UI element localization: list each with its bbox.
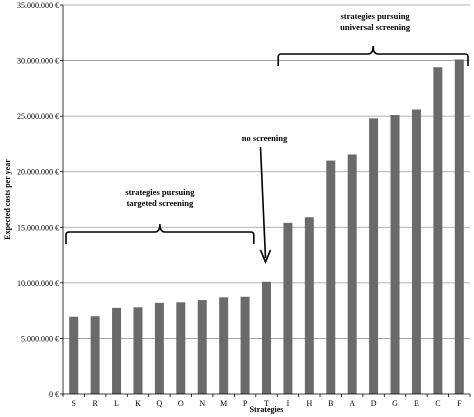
bar-B	[326, 160, 336, 394]
bar-H	[304, 217, 314, 394]
targeted-screening-label: strategies pursuing	[125, 187, 195, 197]
bar-C	[433, 67, 443, 395]
universal-screening-bracket	[277, 45, 469, 66]
y-tick-label: 10.000.000 €	[17, 279, 59, 288]
y-tick-label: 0 €	[49, 390, 59, 399]
x-tick-label: Q	[157, 399, 163, 408]
x-tick-label: G	[392, 399, 398, 408]
bars	[69, 59, 464, 395]
x-tick-label: O	[178, 399, 184, 408]
x-tick-label: P	[243, 399, 248, 408]
no-screening-arrow	[259, 146, 267, 259]
bar-A	[347, 154, 357, 394]
bar-Q	[154, 302, 164, 394]
x-tick-label: R	[92, 399, 98, 408]
bar-K	[133, 307, 143, 394]
x-tick-label: I	[287, 399, 290, 408]
bar-D	[369, 118, 379, 394]
universal-screening-label: strategies pursuing	[341, 11, 411, 21]
y-tick-label: 15.000.000 €	[17, 223, 59, 232]
x-tick-label: S	[71, 399, 75, 408]
bar-S	[69, 316, 79, 394]
bar-P	[240, 296, 250, 394]
bar-R	[90, 316, 100, 394]
y-tick-label: 20.000.000 €	[17, 168, 59, 177]
targeted-screening-label: targeted screening	[127, 198, 194, 208]
x-tick-label: A	[349, 399, 355, 408]
y-tick-label: 30.000.000 €	[17, 57, 59, 66]
x-tick-label: H	[306, 399, 312, 408]
y-tick-label: 5.000.000 €	[21, 334, 59, 343]
y-axis-label: Expected costs per year	[3, 159, 12, 240]
bar-N	[197, 300, 207, 394]
x-tick-label: B	[328, 399, 333, 408]
x-tick-label: D	[371, 399, 377, 408]
x-tick-label: N	[199, 399, 205, 408]
gridlines	[60, 4, 470, 395]
x-tick-label: F	[457, 399, 462, 408]
y-tick-label: 25.000.000 €	[17, 112, 59, 121]
bar-F	[454, 59, 464, 395]
axes	[62, 5, 470, 395]
bar-E	[411, 109, 421, 394]
bar-O	[176, 302, 186, 394]
y-tick-label: 35.000.000 €	[17, 1, 59, 10]
x-tick-label: E	[414, 399, 419, 408]
x-tick-label: T	[264, 399, 269, 408]
bar-I	[283, 222, 293, 394]
y-tick-labels: 0 € 5.000.000 € 10.000.000 € 15.000.000 € 20…	[17, 1, 59, 399]
bar-G	[390, 115, 400, 394]
no-screening-arrowhead	[259, 249, 272, 265]
universal-screening-label: universal screening	[340, 22, 411, 32]
x-tick-label: K	[135, 399, 141, 408]
bar-M	[219, 297, 229, 394]
bar-L	[112, 307, 122, 394]
x-tick-label: L	[114, 399, 119, 408]
x-tick-label: C	[435, 399, 440, 408]
bar-T	[262, 281, 271, 394]
x-axis-label: Strategies	[250, 405, 284, 414]
x-tick-label: M	[220, 399, 227, 408]
no-screening-label: no screening	[242, 133, 288, 143]
targeted-screening-bracket	[65, 223, 255, 244]
